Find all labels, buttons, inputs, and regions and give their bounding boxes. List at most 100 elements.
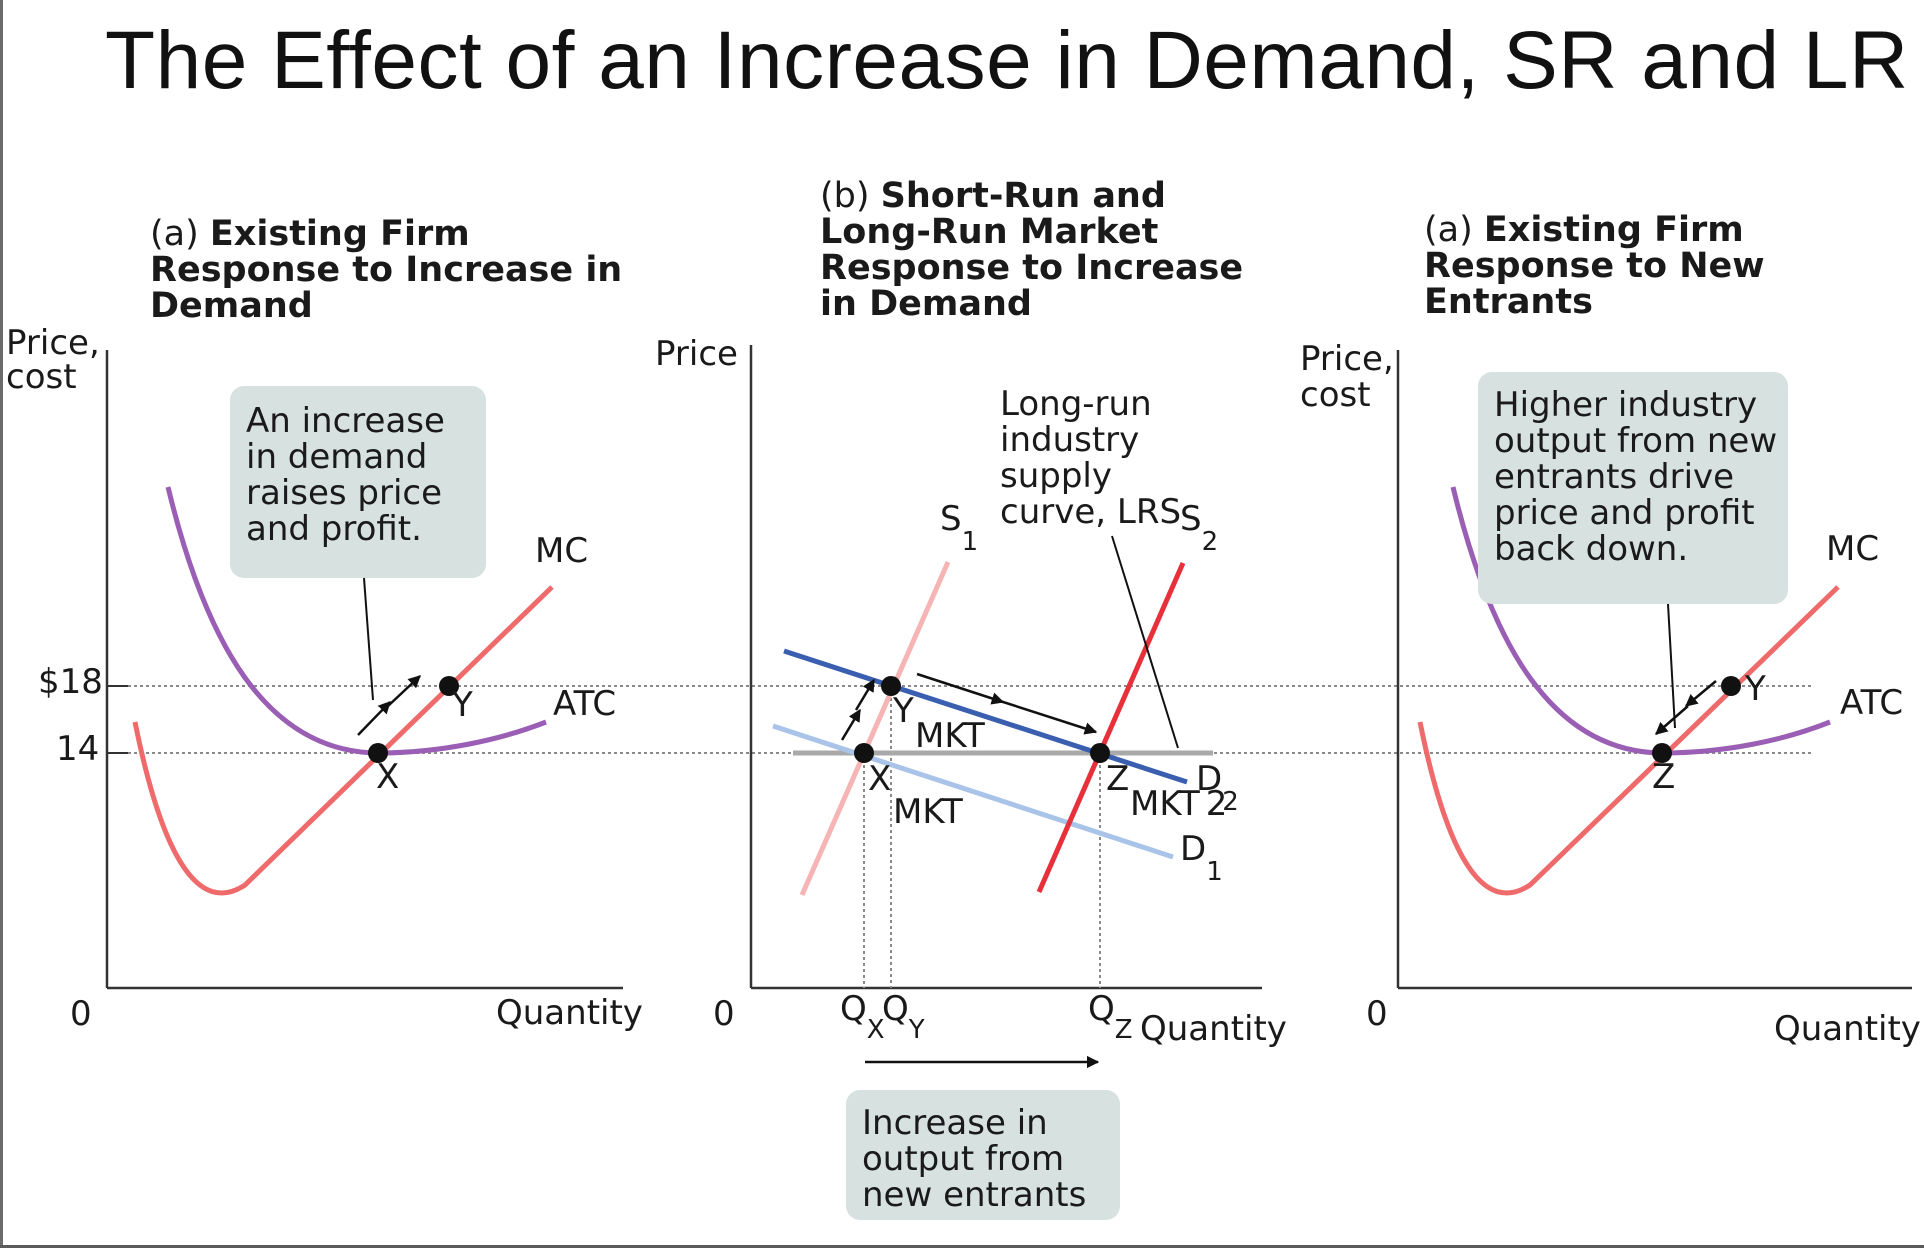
panel-b-lrs-pointer xyxy=(1111,535,1179,749)
panel-a: (a) Existing Firm Response to Increase i… xyxy=(6,214,643,1034)
panel-a-x-axis-label: Quantity xyxy=(496,993,643,1033)
panel-c-callout-line-3: entrants drive xyxy=(1494,457,1734,497)
panel-b-title-line-2: Long-Run Market xyxy=(820,212,1158,252)
panel-a-callout-line-4: and profit. xyxy=(246,509,422,549)
panel-a-point-x xyxy=(368,743,388,763)
bottom-edge-line xyxy=(0,1245,1924,1248)
panel-c-y-axis-label: Price, cost xyxy=(1300,339,1405,415)
panel-a-origin: 0 xyxy=(70,994,92,1034)
panel-c-x-axis-label: Quantity xyxy=(1774,1009,1921,1049)
panel-a-callout-line-3: raises price xyxy=(246,473,442,513)
panel-b-qz-letter: Q xyxy=(1088,989,1115,1029)
panel-a-title-line-2: Response to Increase in xyxy=(150,250,622,290)
panel-a-atc-curve xyxy=(165,486,547,756)
panel-b-lrs-line-2: industry xyxy=(1000,420,1139,460)
panel-c-mc-label: MC xyxy=(1826,529,1879,569)
panel-b-callout-text: Increase in output from new entrants xyxy=(862,1103,1086,1215)
panel-c-arrow-1 xyxy=(1685,680,1717,707)
panel-b-point-x-label: X xyxy=(868,759,891,799)
panel-c-y-axis-label-line-1: Price, xyxy=(1300,339,1394,379)
panel-b-lrs-line-3: supply xyxy=(1000,456,1112,496)
panel-b-s2-curve xyxy=(1036,561,1186,894)
panel-b-lrs-label: Long-run industry supply curve, LRS xyxy=(1000,384,1181,532)
panel-c-origin: 0 xyxy=(1366,994,1388,1034)
panel-c-callout-line-4: price and profit xyxy=(1494,493,1755,533)
panel-b-d2-curve xyxy=(783,648,1188,785)
panel-b-qz-tick-label: QZ xyxy=(1088,989,1133,1045)
panel-b-s2-letter: S xyxy=(1180,499,1202,539)
panel-b-s1-curve xyxy=(799,560,951,897)
panel-c-y-axis-label-line-2: cost xyxy=(1300,375,1371,415)
panel-c-callout-pointer xyxy=(1667,603,1676,729)
panel-b-callout: Increase in output from new entrants xyxy=(846,1090,1120,1220)
panel-b: (b) Short-Run and Long-Run Market Respon… xyxy=(655,176,1287,1220)
y-tick-label-14: 14 xyxy=(56,729,99,769)
panel-a-callout: An increase in demand raises price and p… xyxy=(230,386,486,578)
panel-b-d2-subscript: 2 xyxy=(1222,787,1239,817)
panel-b-x-axis-label: Quantity xyxy=(1140,1009,1287,1049)
panel-b-qz-subscript: Z xyxy=(1115,1015,1133,1045)
panel-a-y-axis-label-line-2: cost xyxy=(6,357,77,397)
panel-c-title-prefix: (a) xyxy=(1424,210,1484,250)
panel-c-callout-text: Higher industry output from new entrants… xyxy=(1494,385,1788,569)
panel-c-callout-line-1: Higher industry xyxy=(1494,385,1757,425)
panel-b-s1-subscript: 1 xyxy=(962,527,979,557)
panel-a-y-axis-label-line-1: Price, xyxy=(6,323,100,363)
panel-b-callout-line-1: Increase in xyxy=(862,1103,1048,1143)
panel-b-lrs-line-1: Long-run xyxy=(1000,384,1152,424)
panel-c-point-y-label: Y xyxy=(1744,669,1766,709)
panel-b-qy-tick-label: QY xyxy=(882,989,925,1045)
panel-a-title: (a) Existing Firm Response to Increase i… xyxy=(150,214,633,326)
panel-b-title-line-4: in Demand xyxy=(820,284,1032,324)
panel-b-point-z-label: Z xyxy=(1106,759,1129,799)
panel-c-atc-label: ATC xyxy=(1840,683,1903,723)
panel-b-d1-letter: D xyxy=(1180,829,1206,869)
panel-b-d2-label: D2 xyxy=(1196,759,1239,817)
panel-a-atc-label: ATC xyxy=(553,684,616,724)
panel-b-d1-subscript: 1 xyxy=(1206,857,1223,887)
panel-b-arrow-x-to-y-1 xyxy=(840,708,862,741)
panel-b-point-y-mkt-label: MKT xyxy=(915,716,985,756)
panel-a-title-line-1: Existing Firm xyxy=(210,214,470,254)
panel-a-title-line-3: Demand xyxy=(150,286,313,326)
panel-a-arrow-1 xyxy=(357,701,391,736)
panel-b-s2-label: S2 xyxy=(1180,499,1218,557)
panel-c-point-z-label: Z xyxy=(1652,757,1675,797)
panel-a-callout-text: An increase in demand raises price and p… xyxy=(246,401,456,549)
panel-b-d1-curve xyxy=(772,723,1174,860)
panel-a-point-x-label: X xyxy=(376,757,399,797)
slide-title: The Effect of an Increase in Demand, SR … xyxy=(105,15,1909,106)
panel-b-origin: 0 xyxy=(713,994,735,1034)
panel-c-mc-curve xyxy=(1417,585,1840,896)
panel-c-title-line-1: Existing Firm xyxy=(1484,210,1744,250)
panel-a-callout-pointer xyxy=(363,577,374,701)
panel-c-callout-line-5: back down. xyxy=(1494,529,1688,569)
panel-b-title-line-3: Response to Increase xyxy=(820,248,1243,288)
panel-c-point-y xyxy=(1721,676,1741,696)
panel-b-title-line-1: Short-Run and xyxy=(881,176,1166,216)
panel-b-point-z-mkt-name: MKT xyxy=(1130,784,1200,824)
panel-b-d1-label: D1 xyxy=(1180,829,1223,887)
panel-a-mc-label: MC xyxy=(535,531,588,571)
panel-b-arrow-y-to-z-1 xyxy=(916,672,1005,705)
panel-b-title: (b) Short-Run and Long-Run Market Respon… xyxy=(820,176,1254,324)
panel-b-y-axis-label: Price xyxy=(655,334,738,374)
panel-a-y-axis-label: Price, cost xyxy=(6,323,111,397)
panel-a-callout-line-1: An increase xyxy=(246,401,445,441)
panel-a-point-y xyxy=(439,676,459,696)
panel-a-point-y-label: Y xyxy=(451,685,473,725)
panel-b-point-z-mkt-sub: 2 xyxy=(1206,784,1228,824)
panel-b-point-z-mkt-label: MKT 2 xyxy=(1130,784,1227,824)
panel-b-qy-letter: Q xyxy=(882,989,909,1029)
panel-b-point-z xyxy=(1090,743,1110,763)
panel-c-arrow-2 xyxy=(1655,705,1689,735)
panel-c: (a) Existing Firm Response to New Entran… xyxy=(1300,210,1921,1049)
panel-b-callout-line-2: output from xyxy=(862,1139,1064,1179)
panel-b-point-y xyxy=(881,676,901,696)
panel-b-arrow-x-to-y-2 xyxy=(854,678,876,711)
panel-c-point-z xyxy=(1652,743,1672,763)
panel-b-lrs-line-4: curve, LRS xyxy=(1000,492,1181,532)
panel-b-arrow-y-to-z-2 xyxy=(999,699,1098,735)
